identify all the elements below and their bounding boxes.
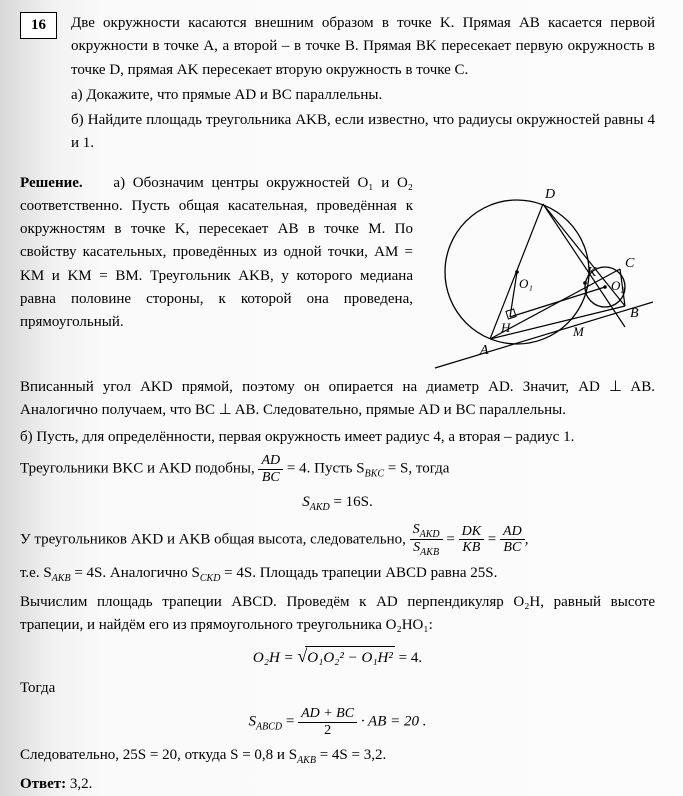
text-fragment: Следовательно, 25S = 20, откуда S = 0,8 … xyxy=(20,747,297,763)
solution-b1: б) Пусть, для определённости, первая окр… xyxy=(20,426,655,449)
fraction-num: DK xyxy=(459,524,484,540)
subscript: ABCD xyxy=(256,722,282,733)
svg-text:O₁: O₁ xyxy=(519,276,533,291)
svg-text:K: K xyxy=(586,265,597,280)
formula-s-akd: SAKD = 16S. xyxy=(20,491,655,516)
solution-b6: Тогда xyxy=(20,677,655,700)
fraction-den: KB xyxy=(459,540,484,555)
problem-number-badge: 16 xyxy=(20,12,57,39)
svg-text:A: A xyxy=(479,343,489,358)
text-fragment: · AB = 20 . xyxy=(361,714,427,730)
solution-conclusion: Следовательно, 25S = 20, откуда S = 0,8 … xyxy=(20,744,655,769)
text-fragment: = 4. Пусть S xyxy=(287,461,365,477)
problem-p1: Две окружности касаются внешним образом … xyxy=(71,12,655,82)
text-fragment: = 4. xyxy=(399,650,422,666)
problem-p2: а) Докажите, что прямые AD и BC параллел… xyxy=(71,84,655,107)
solution-b2-line: Треугольники BKC и AKD подобны, ADBC = 4… xyxy=(20,453,655,485)
svg-text:O₂: O₂ xyxy=(611,278,625,293)
subscript: AKB xyxy=(297,755,316,766)
problem-statement: Две окружности касаются внешним образом … xyxy=(71,12,655,158)
fraction-num: AD xyxy=(258,453,283,469)
solution-a-continue: Вписанный угол AKD прямой, поэтому он оп… xyxy=(20,376,655,423)
answer-label: Ответ: xyxy=(20,776,66,792)
text-fragment: = 16S. xyxy=(333,494,372,510)
fraction-num: AD xyxy=(500,524,525,540)
subscript: AKB xyxy=(52,573,71,584)
subscript: AKD xyxy=(420,528,440,539)
solution-label: Решение. xyxy=(20,175,83,191)
text-fragment: У треугольников AKD и AKB общая высота, … xyxy=(20,531,406,547)
fraction-den: BC xyxy=(500,540,525,555)
formula-trapezoid-area: SABCD = AD + BC2 · AB = 20 . xyxy=(20,706,655,738)
subscript: AKD xyxy=(310,502,330,513)
geometry-figure: D C K O₂ O₁ H M B A xyxy=(425,172,655,372)
svg-text:M: M xyxy=(572,324,585,339)
formula-o2h: O₂H = √O₁O₂² − O₁H² = 4. xyxy=(20,643,655,671)
text-fragment: = 4S = 3,2. xyxy=(320,747,387,763)
fraction-den: BC xyxy=(258,470,283,485)
text-fragment: Треугольники BKC и AKD подобны, xyxy=(20,461,255,477)
solution-b5: Вычислим площадь трапеции ABCD. Проведём… xyxy=(20,591,655,638)
problem-p3: б) Найдите площадь треугольника AKB, есл… xyxy=(71,109,655,156)
text-fragment: = 4S. Аналогично S xyxy=(74,565,200,581)
fraction-den: 2 xyxy=(298,723,357,738)
answer-value: 3,2. xyxy=(70,776,93,792)
text-fragment: т.е. S xyxy=(20,565,52,581)
subscript: CKD xyxy=(200,573,221,584)
solution-a-text: а) Обозначим центры окружностей O₁ и O₂ … xyxy=(20,175,413,331)
fraction-num: AD + BC xyxy=(298,706,357,722)
solution-part-a: Решение. а) Обозначим центры окружностей… xyxy=(20,172,413,335)
svg-text:B: B xyxy=(630,306,639,321)
svg-text:C: C xyxy=(625,256,635,271)
text-fragment: O₂H = xyxy=(253,650,294,666)
text-fragment: = 4S. Площадь трапеции ABCD равна 25S. xyxy=(224,565,497,581)
subscript: BKC xyxy=(365,469,384,480)
sqrt-inner: O₁O₂² − O₁H² xyxy=(305,646,395,670)
solution-b3-line: У треугольников AKD и AKB общая высота, … xyxy=(20,522,655,559)
text-fragment: = S, тогда xyxy=(388,461,450,477)
answer-line: Ответ: 3,2. xyxy=(20,773,655,796)
fraction-num: S xyxy=(413,522,420,537)
subscript: AKB xyxy=(420,547,439,558)
svg-text:H: H xyxy=(500,320,511,335)
svg-text:D: D xyxy=(544,187,555,202)
solution-b4-line: т.е. SAKB = 4S. Аналогично SCKD = 4S. Пл… xyxy=(20,562,655,587)
